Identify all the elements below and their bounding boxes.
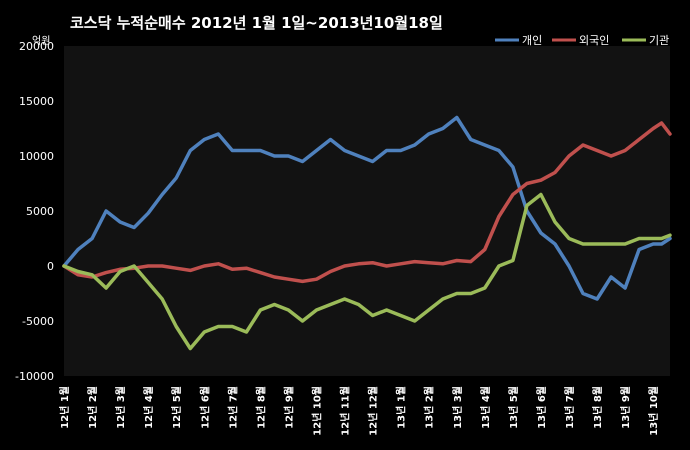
y-tick-label: -10000 xyxy=(15,370,54,383)
y-tick-label: -5000 xyxy=(22,315,54,328)
legend-label-2: 외국인 xyxy=(579,34,609,47)
y-tick-label: 0 xyxy=(47,260,54,273)
y-tick-label: 5000 xyxy=(26,205,54,218)
y-tick-label: 15000 xyxy=(19,95,54,108)
x-tick-label: 12년 8월 xyxy=(254,386,267,429)
x-tick-label: 13년 9월 xyxy=(619,386,632,429)
x-tick-label: 13년 2월 xyxy=(423,386,436,429)
x-tick-label: 13년 3월 xyxy=(451,386,464,429)
x-tick-label: 12년 7월 xyxy=(226,386,239,429)
plot-area xyxy=(64,46,670,376)
x-tick-label: 13년 10월 xyxy=(647,386,660,436)
x-tick-label: 12년 1월 xyxy=(58,386,71,429)
series-line-1 xyxy=(62,115,672,301)
x-tick-label: 13년 7월 xyxy=(563,386,576,429)
y-tick-label: 10000 xyxy=(19,150,54,163)
series-line-3 xyxy=(62,192,672,351)
x-tick-label: 12년 11월 xyxy=(339,386,352,436)
y-unit-label: 억원 xyxy=(32,35,50,47)
x-tick-label: 12년 12월 xyxy=(367,386,380,436)
x-tick-label: 12년 6월 xyxy=(198,386,211,429)
y-axis: 20000 15000 10000 5000 0 -5000 -10000 xyxy=(15,40,54,383)
series-line-2 xyxy=(62,121,672,284)
x-tick-label: 13년 8월 xyxy=(591,386,604,429)
x-tick-label: 12년 5월 xyxy=(170,386,183,429)
chart-title: 코스닥 누적순매수 2012년 1월 1일~2013년10월18일 xyxy=(70,14,443,32)
x-tick-label: 13년 1월 xyxy=(395,386,408,429)
x-axis: 12년 1월 12년 2월 12년 3월 12년 4월 12년 5월 12년 6월 12년 … xyxy=(58,386,660,436)
x-tick-label: 12년 9월 xyxy=(282,386,295,429)
x-tick-label: 12년 10월 xyxy=(311,386,324,436)
legend-label-3: 기관 xyxy=(649,34,669,47)
series-lines xyxy=(62,115,672,351)
y-tick-label: 20000 xyxy=(19,40,54,53)
legend: 개인 외국인 기관 xyxy=(495,34,669,47)
x-tick-label: 12년 4월 xyxy=(142,386,155,429)
x-tick-label: 13년 5월 xyxy=(507,386,520,429)
x-tick-label: 13년 4월 xyxy=(479,386,492,429)
x-tick-label: 13년 6월 xyxy=(535,386,548,429)
x-tick-label: 12년 2월 xyxy=(86,386,99,429)
x-tick-label: 12년 3월 xyxy=(114,386,127,429)
legend-label-1: 개인 xyxy=(522,34,542,47)
